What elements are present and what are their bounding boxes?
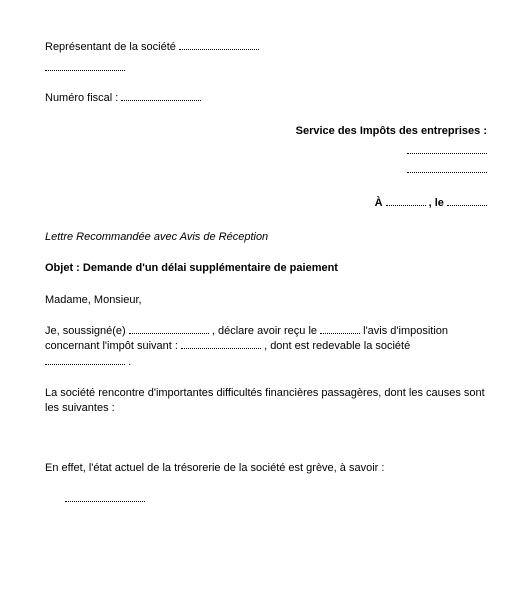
recipient-fill-2 xyxy=(45,163,487,178)
body-p1: Je, soussigné(e) , déclare avoir reçu le… xyxy=(45,324,487,370)
numero-fiscal-line: Numéro fiscal : xyxy=(45,91,487,106)
numero-fiscal-label: Numéro fiscal : xyxy=(45,92,118,104)
dateline-place-fill xyxy=(386,196,426,206)
representant-fill xyxy=(179,40,259,50)
dateline-date-fill xyxy=(447,196,487,206)
recipient-service-label: Service des Impôts des entreprises : xyxy=(296,125,487,137)
p1-e: . xyxy=(128,356,131,368)
salutation: Madame, Monsieur, xyxy=(45,293,487,308)
objet-text: Demande d'un délai supplémentaire de pai… xyxy=(83,262,338,274)
representant-line: Représentant de la société xyxy=(45,40,487,55)
p1-societe-fill xyxy=(45,355,125,365)
recipient-fill-1 xyxy=(45,144,487,159)
sender-address-fill xyxy=(45,61,487,76)
p1-d: , dont est redevable la société xyxy=(264,340,410,352)
trailing-fill-block xyxy=(65,492,487,507)
dateline-a: À xyxy=(375,197,383,209)
trailing-fill xyxy=(65,492,145,502)
representant-label: Représentant de la société xyxy=(45,41,176,53)
numero-fiscal-fill xyxy=(121,91,201,101)
body-p2: La société rencontre d'importantes diffi… xyxy=(45,386,487,417)
sender-block: Représentant de la société Numéro fiscal… xyxy=(45,40,487,106)
p1-b: , déclare avoir reçu le xyxy=(212,325,317,337)
address-fill-1 xyxy=(45,61,125,71)
p1-name-fill xyxy=(129,324,209,334)
p1-impot-fill xyxy=(181,339,261,349)
recipient-service-line: Service des Impôts des entreprises : xyxy=(45,124,487,139)
p1-a: Je, soussigné(e) xyxy=(45,325,126,337)
objet-line: Objet : Demande d'un délai supplémentair… xyxy=(45,261,487,276)
p1-date-fill xyxy=(320,324,360,334)
body-p3: En effet, l'état actuel de la trésorerie… xyxy=(45,461,487,476)
dateline-le: , le xyxy=(429,197,444,209)
recipient-block: Service des Impôts des entreprises : xyxy=(45,124,487,178)
objet-label: Objet : xyxy=(45,262,80,274)
dateline: À , le xyxy=(45,196,487,211)
letter-type: Lettre Recommandée avec Avis de Réceptio… xyxy=(45,230,487,245)
